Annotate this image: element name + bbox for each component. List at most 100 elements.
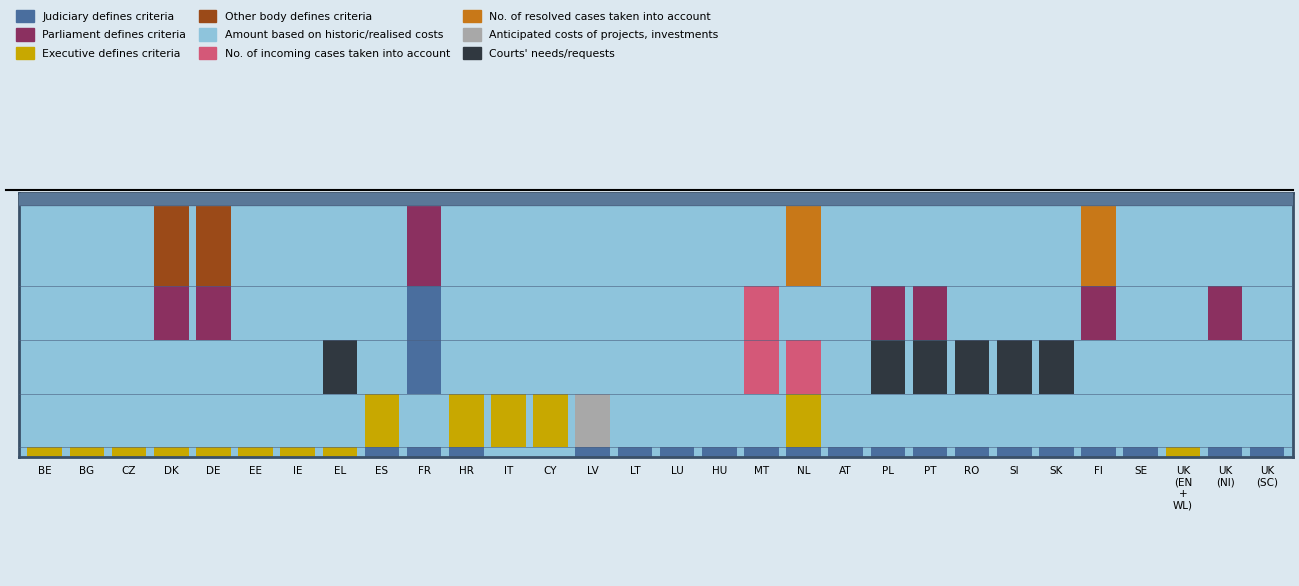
Bar — [112, 286, 147, 340]
Bar — [1124, 193, 1157, 205]
Bar — [1039, 340, 1074, 394]
Bar — [617, 205, 652, 286]
Bar — [786, 340, 821, 394]
Bar — [281, 205, 314, 286]
Bar — [786, 193, 821, 205]
Bar — [998, 205, 1031, 286]
Bar — [1250, 205, 1285, 286]
Bar — [19, 193, 1293, 205]
Bar — [238, 286, 273, 340]
Bar — [365, 394, 399, 447]
Bar — [155, 205, 188, 286]
Bar — [322, 286, 357, 340]
Bar — [660, 447, 695, 457]
Bar — [829, 286, 863, 340]
Bar — [491, 340, 526, 394]
Bar — [617, 394, 652, 447]
Bar — [575, 340, 611, 394]
Bar — [322, 394, 357, 447]
Bar — [365, 193, 399, 205]
Bar — [491, 205, 526, 286]
Bar — [744, 447, 778, 457]
Bar — [786, 447, 821, 457]
Bar — [449, 394, 483, 447]
Bar — [913, 340, 947, 394]
Bar — [449, 447, 483, 457]
Bar — [407, 447, 442, 457]
Bar — [196, 447, 231, 457]
Bar — [829, 193, 863, 205]
Bar — [70, 394, 104, 447]
Bar — [238, 193, 273, 205]
Bar — [322, 447, 357, 457]
Bar — [913, 447, 947, 457]
Bar — [238, 205, 273, 286]
Bar — [155, 286, 188, 340]
Bar — [407, 193, 442, 205]
Bar — [744, 286, 778, 340]
Bar — [534, 205, 568, 286]
Bar — [786, 205, 821, 286]
Bar — [701, 394, 737, 447]
Bar — [701, 286, 737, 340]
Bar — [491, 193, 526, 205]
Bar — [617, 340, 652, 394]
Bar — [365, 205, 399, 286]
Bar — [1124, 340, 1157, 394]
Bar — [491, 394, 526, 447]
Bar — [701, 193, 737, 205]
Bar — [913, 205, 947, 286]
Bar — [913, 193, 947, 205]
Bar — [1081, 286, 1116, 340]
Bar — [1165, 205, 1200, 286]
Bar — [155, 394, 188, 447]
Bar — [744, 193, 778, 205]
Bar — [322, 205, 357, 286]
Bar — [1250, 394, 1285, 447]
Bar — [829, 340, 863, 394]
Bar — [196, 394, 231, 447]
Bar — [1039, 447, 1074, 457]
Bar — [196, 340, 231, 394]
Bar — [955, 205, 990, 286]
Bar — [1039, 193, 1074, 205]
Bar — [196, 193, 231, 205]
Bar — [913, 286, 947, 340]
Bar — [281, 394, 314, 447]
Bar — [870, 286, 905, 340]
Bar — [449, 193, 483, 205]
Bar — [365, 340, 399, 394]
Bar — [281, 447, 314, 457]
Bar — [744, 205, 778, 286]
Bar — [998, 286, 1031, 340]
Bar — [1165, 193, 1200, 205]
Bar — [998, 394, 1031, 447]
Bar — [449, 286, 483, 340]
Legend: Judiciary defines criteria, Parliament defines criteria, Executive defines crite: Judiciary defines criteria, Parliament d… — [12, 5, 724, 63]
Bar — [998, 447, 1031, 457]
Bar — [870, 193, 905, 205]
Bar — [491, 286, 526, 340]
Bar — [407, 340, 442, 394]
Bar — [281, 193, 314, 205]
Bar — [829, 205, 863, 286]
Bar — [660, 286, 695, 340]
Bar — [744, 340, 778, 394]
Bar — [829, 394, 863, 447]
Bar — [1165, 340, 1200, 394]
Bar — [238, 394, 273, 447]
Bar — [1208, 447, 1242, 457]
Bar — [70, 340, 104, 394]
Bar — [322, 193, 357, 205]
Bar — [1165, 286, 1200, 340]
Bar — [155, 340, 188, 394]
Bar — [1081, 447, 1116, 457]
Bar — [155, 447, 188, 457]
Bar — [1208, 394, 1242, 447]
Bar — [449, 205, 483, 286]
Bar — [955, 447, 990, 457]
Bar — [1039, 205, 1074, 286]
Bar — [281, 286, 314, 340]
Bar — [660, 394, 695, 447]
Bar — [955, 394, 990, 447]
